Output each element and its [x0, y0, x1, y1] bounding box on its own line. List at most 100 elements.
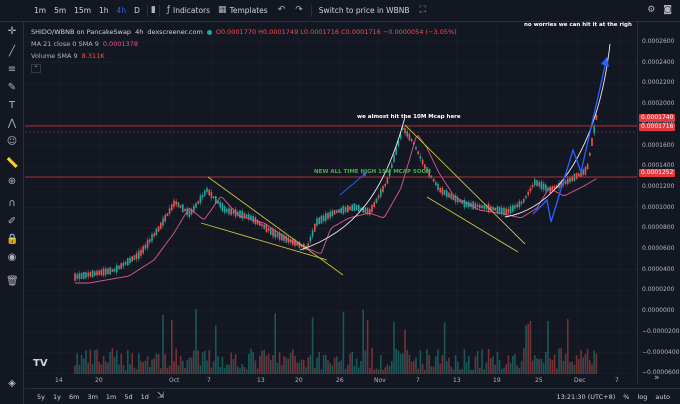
percent-toggle[interactable]: % — [623, 392, 630, 401]
timeframe-15m[interactable]: 15m — [74, 6, 92, 15]
candle-body — [237, 212, 239, 216]
layers-icon[interactable]: ◈ — [8, 378, 16, 389]
price-axis-label: −0.0000600 — [642, 369, 680, 377]
volume-bar — [267, 353, 270, 374]
volume-bar — [395, 348, 397, 374]
volume-bar — [252, 352, 254, 374]
volume-bar — [197, 350, 199, 374]
volume-bar — [402, 353, 404, 374]
candle-body — [463, 200, 466, 208]
volume-bar — [474, 356, 477, 374]
candle-body — [569, 177, 571, 183]
volume-bar — [111, 348, 114, 374]
fullscreen-icon[interactable]: ⛶ — [419, 5, 426, 15]
candle-body — [421, 159, 424, 165]
volume-label[interactable]: Volume SMA 9 — [31, 52, 78, 60]
volume-bar — [406, 349, 408, 374]
candles-icon[interactable]: ▮ — [150, 5, 156, 15]
auto-toggle[interactable]: auto — [655, 392, 670, 401]
undo-icon[interactable]: ↶ — [277, 5, 286, 15]
candle-body — [184, 208, 186, 212]
volume-bar — [452, 369, 455, 374]
candle-body — [316, 218, 318, 226]
wedge-line-4 — [426, 196, 519, 253]
candle-body — [417, 151, 419, 155]
candle-body — [309, 236, 312, 242]
trendline-icon[interactable]: ╱ — [8, 46, 16, 57]
candle-body — [129, 257, 131, 264]
eye-icon[interactable]: ◉ — [7, 252, 17, 263]
range-1y[interactable]: 1y — [52, 392, 61, 401]
volume-bar — [457, 361, 459, 374]
volume-bar — [245, 369, 248, 374]
candle-body — [578, 173, 580, 177]
scroll-to-latest-icon[interactable]: » — [654, 373, 660, 383]
trash-icon[interactable]: 🗑 — [6, 276, 19, 287]
volume-bar — [226, 364, 228, 374]
camera-icon[interactable]: ◙ — [663, 5, 672, 15]
indicators-button[interactable]: ƒ Indicators — [163, 6, 214, 16]
volume-bar — [182, 360, 184, 374]
timeframe-4h[interactable]: 4h — [116, 6, 127, 15]
drawing-toolbar: ✛ ╱ ≡ ✎ T ⋀ ☺ 📏 ⊕ ∩ ✐ 🔒 ◉ 🗑 ◈ — [0, 22, 24, 404]
clock-time[interactable]: 13:21:30 (UTC+8) — [556, 392, 616, 401]
price-axis[interactable]: 0.0002600 0.0002400 0.0002200 0.0002000 0.00… — [637, 22, 680, 384]
range-5y[interactable]: 5y — [37, 392, 45, 401]
candle-body — [232, 211, 235, 214]
volume-bar — [296, 362, 298, 374]
candle-body — [307, 243, 309, 247]
timeframe-1h[interactable]: 1h — [99, 6, 109, 15]
settings-icon[interactable]: ⚙ — [647, 5, 656, 15]
templates-button[interactable]: ▦ Templates — [214, 6, 272, 16]
text-icon[interactable]: T — [8, 100, 16, 111]
emoji-icon[interactable]: ☺ — [6, 136, 18, 147]
fib-icon[interactable]: ≡ — [7, 64, 17, 75]
volume-bar — [419, 350, 422, 374]
source-label: dexscreener.com — [147, 28, 203, 36]
volume-bar — [91, 363, 94, 374]
volume-bar — [265, 355, 268, 374]
volume-bar — [439, 363, 441, 374]
candles — [74, 114, 598, 282]
redo-icon[interactable]: ↷ — [295, 5, 303, 15]
candle-body — [481, 205, 483, 208]
collapse-legend-icon[interactable]: ⌃ — [31, 63, 41, 73]
wedge-line-3 — [404, 124, 526, 245]
range-3m[interactable]: 3m — [87, 392, 98, 401]
candle-body — [397, 140, 400, 147]
crosshair-icon[interactable]: ✛ — [7, 26, 17, 37]
price-chart[interactable]: TV — [25, 22, 637, 384]
pattern-icon[interactable]: ⋀ — [7, 118, 17, 129]
date-range-icon[interactable]: ⇲ — [156, 391, 165, 401]
symbol-title[interactable]: SHIDO/WBNB on PancakeSwap — [31, 28, 132, 36]
volume-bar — [241, 363, 243, 374]
volume-bar — [109, 351, 111, 374]
magnet-icon[interactable]: ∩ — [8, 198, 16, 209]
range-5d[interactable]: 5d — [124, 392, 133, 401]
volume-bar — [333, 357, 336, 374]
volume-bar — [463, 349, 466, 374]
timeframe-d[interactable]: D — [134, 6, 140, 15]
candle-body — [261, 224, 263, 227]
brush-icon[interactable]: ✎ — [7, 82, 17, 93]
volume-bar — [373, 369, 375, 374]
candle-body — [320, 215, 323, 224]
range-1m[interactable]: 1m — [105, 392, 117, 401]
timeframe-1m[interactable]: 1m — [34, 6, 47, 15]
range-6m[interactable]: 6m — [68, 392, 80, 401]
lock-icon[interactable]: 🔒 — [6, 234, 19, 245]
zoom-icon[interactable]: ⊕ — [7, 176, 17, 187]
range-1d[interactable]: 1d — [140, 392, 149, 401]
ruler-icon[interactable]: 📏 — [6, 158, 19, 169]
volume-bar — [424, 369, 426, 374]
switch-price-button[interactable]: Switch to price in WBNB — [318, 6, 410, 15]
candle-body — [366, 208, 369, 215]
log-toggle[interactable]: log — [637, 392, 648, 401]
volume-bar — [160, 368, 162, 374]
timeframe-5m[interactable]: 5m — [54, 6, 67, 15]
volume-bar — [375, 368, 378, 374]
ma-label[interactable]: MA 21 close 0 SMA 9 — [31, 40, 99, 48]
candle-body — [151, 234, 153, 242]
volume-bar — [384, 367, 386, 374]
stay-drawing-icon[interactable]: ✐ — [7, 216, 17, 227]
